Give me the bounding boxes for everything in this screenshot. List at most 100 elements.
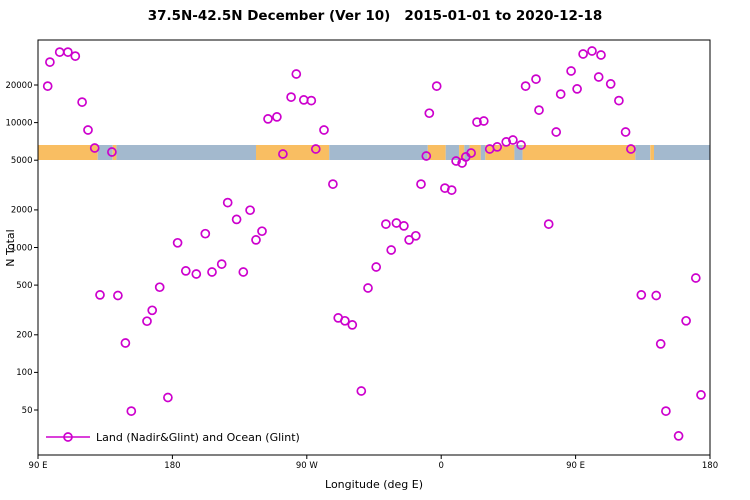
scatter-point bbox=[478, 116, 489, 126]
scatter-point bbox=[42, 81, 53, 91]
scatter-point bbox=[238, 267, 249, 277]
scatter-point bbox=[531, 74, 541, 84]
scatter-point bbox=[596, 50, 606, 60]
scatter-point bbox=[251, 235, 261, 245]
scatter-point bbox=[451, 156, 461, 166]
scatter-point bbox=[263, 114, 273, 124]
scatter-point bbox=[272, 112, 282, 122]
scatter-point bbox=[534, 105, 544, 115]
scatter-point bbox=[207, 267, 217, 277]
scatter-point bbox=[286, 92, 296, 102]
scatter-point bbox=[446, 185, 457, 195]
ocean-segment bbox=[480, 145, 486, 160]
scatter-point bbox=[147, 305, 158, 316]
scatter-point bbox=[516, 140, 526, 150]
scatter-point bbox=[520, 81, 531, 91]
y-tick-label: 500 bbox=[16, 281, 32, 291]
scatter-point bbox=[113, 290, 123, 301]
scatter-point bbox=[416, 179, 426, 189]
y-tick-label: 100 bbox=[16, 368, 32, 378]
scatter-point bbox=[587, 46, 597, 56]
y-tick-label: 50 bbox=[22, 406, 33, 416]
chart-title: 37.5N-42.5N December (Ver 10) 2015-01-01… bbox=[147, 8, 603, 24]
land-segment bbox=[38, 145, 98, 160]
scatter-point bbox=[605, 79, 616, 89]
scatter-point bbox=[172, 237, 183, 248]
scatter-point bbox=[681, 315, 691, 326]
surface-type-band bbox=[38, 145, 710, 160]
scatter-point bbox=[142, 316, 152, 327]
land-segment bbox=[522, 145, 636, 160]
scatter-point bbox=[216, 259, 227, 269]
scatter-point bbox=[655, 339, 666, 349]
scatter-point bbox=[673, 431, 684, 441]
plot-border bbox=[37, 39, 711, 456]
scatter-point bbox=[410, 230, 421, 241]
ocean-segment bbox=[116, 145, 257, 160]
x-tick-label: 180 bbox=[164, 461, 180, 471]
scatter-point bbox=[386, 245, 397, 255]
y-axis-label: N Total bbox=[4, 229, 17, 267]
scatter-point bbox=[77, 97, 87, 107]
legend-label: Land (Nadir&Glint) and Ocean (Glint) bbox=[96, 431, 300, 444]
land-segment bbox=[112, 145, 117, 160]
land-segment bbox=[485, 145, 515, 160]
scatter-point bbox=[431, 81, 442, 91]
scatter-point bbox=[508, 135, 518, 145]
scatter-point bbox=[555, 89, 566, 99]
scatter-point bbox=[95, 290, 105, 300]
scatter-point bbox=[340, 315, 350, 326]
scatter-point bbox=[70, 51, 81, 61]
y-tick-label: 10000 bbox=[5, 118, 32, 128]
scatter-point bbox=[45, 57, 55, 67]
scatter-points bbox=[42, 46, 706, 441]
ocean-segment bbox=[514, 145, 523, 160]
scatter-point bbox=[501, 137, 512, 147]
scatter-point bbox=[620, 127, 631, 137]
land-segment bbox=[459, 145, 465, 160]
legend: Land (Nadir&Glint) and Ocean (Glint) bbox=[46, 431, 300, 444]
scatter-point bbox=[154, 282, 165, 293]
axes: 90 E 180 90 W 0 90 E 180 50 100 200 500 1000 2000 50… bbox=[5, 81, 718, 471]
ocean-segment bbox=[97, 145, 113, 160]
ocean-segment bbox=[635, 145, 651, 160]
scatter-point bbox=[54, 47, 65, 57]
scatter-point bbox=[200, 228, 211, 239]
scatter-point bbox=[120, 338, 131, 348]
legend-marker-icon bbox=[63, 432, 73, 442]
scatter-point bbox=[363, 283, 373, 293]
scatter-point bbox=[466, 148, 476, 158]
x-tick-label: 90 W bbox=[296, 461, 319, 471]
ocean-segment bbox=[654, 145, 710, 160]
scatter-point bbox=[578, 49, 588, 59]
scatter-point bbox=[404, 235, 414, 245]
land-segment bbox=[427, 145, 446, 160]
x-tick-label: 180 bbox=[702, 461, 718, 471]
y-tick-label: 2000 bbox=[11, 206, 33, 216]
scatter-point bbox=[163, 392, 173, 403]
scatter-point bbox=[424, 108, 435, 119]
scatter-point bbox=[356, 386, 367, 396]
scatter-point bbox=[696, 390, 706, 400]
scatter-point bbox=[626, 144, 636, 154]
scatter-point bbox=[319, 125, 329, 135]
scatter-point bbox=[690, 273, 701, 283]
scatter-point bbox=[543, 219, 554, 229]
x-tick-label: 0 bbox=[438, 461, 443, 471]
y-tick-label: 200 bbox=[16, 331, 32, 341]
scatter-point bbox=[291, 69, 302, 79]
y-tick-label: 1000 bbox=[11, 243, 33, 253]
scatter-point bbox=[180, 266, 191, 276]
scatter-point bbox=[257, 226, 267, 237]
y-tick-label: 5000 bbox=[11, 156, 33, 166]
scatter-point bbox=[310, 144, 321, 154]
scatter-point bbox=[328, 179, 338, 189]
scatter-point bbox=[551, 127, 562, 137]
scatter-point bbox=[63, 47, 73, 57]
scatter-point bbox=[421, 151, 432, 161]
scatter-point bbox=[371, 262, 382, 272]
scatter-point bbox=[107, 147, 117, 157]
scatter-point bbox=[89, 143, 100, 153]
